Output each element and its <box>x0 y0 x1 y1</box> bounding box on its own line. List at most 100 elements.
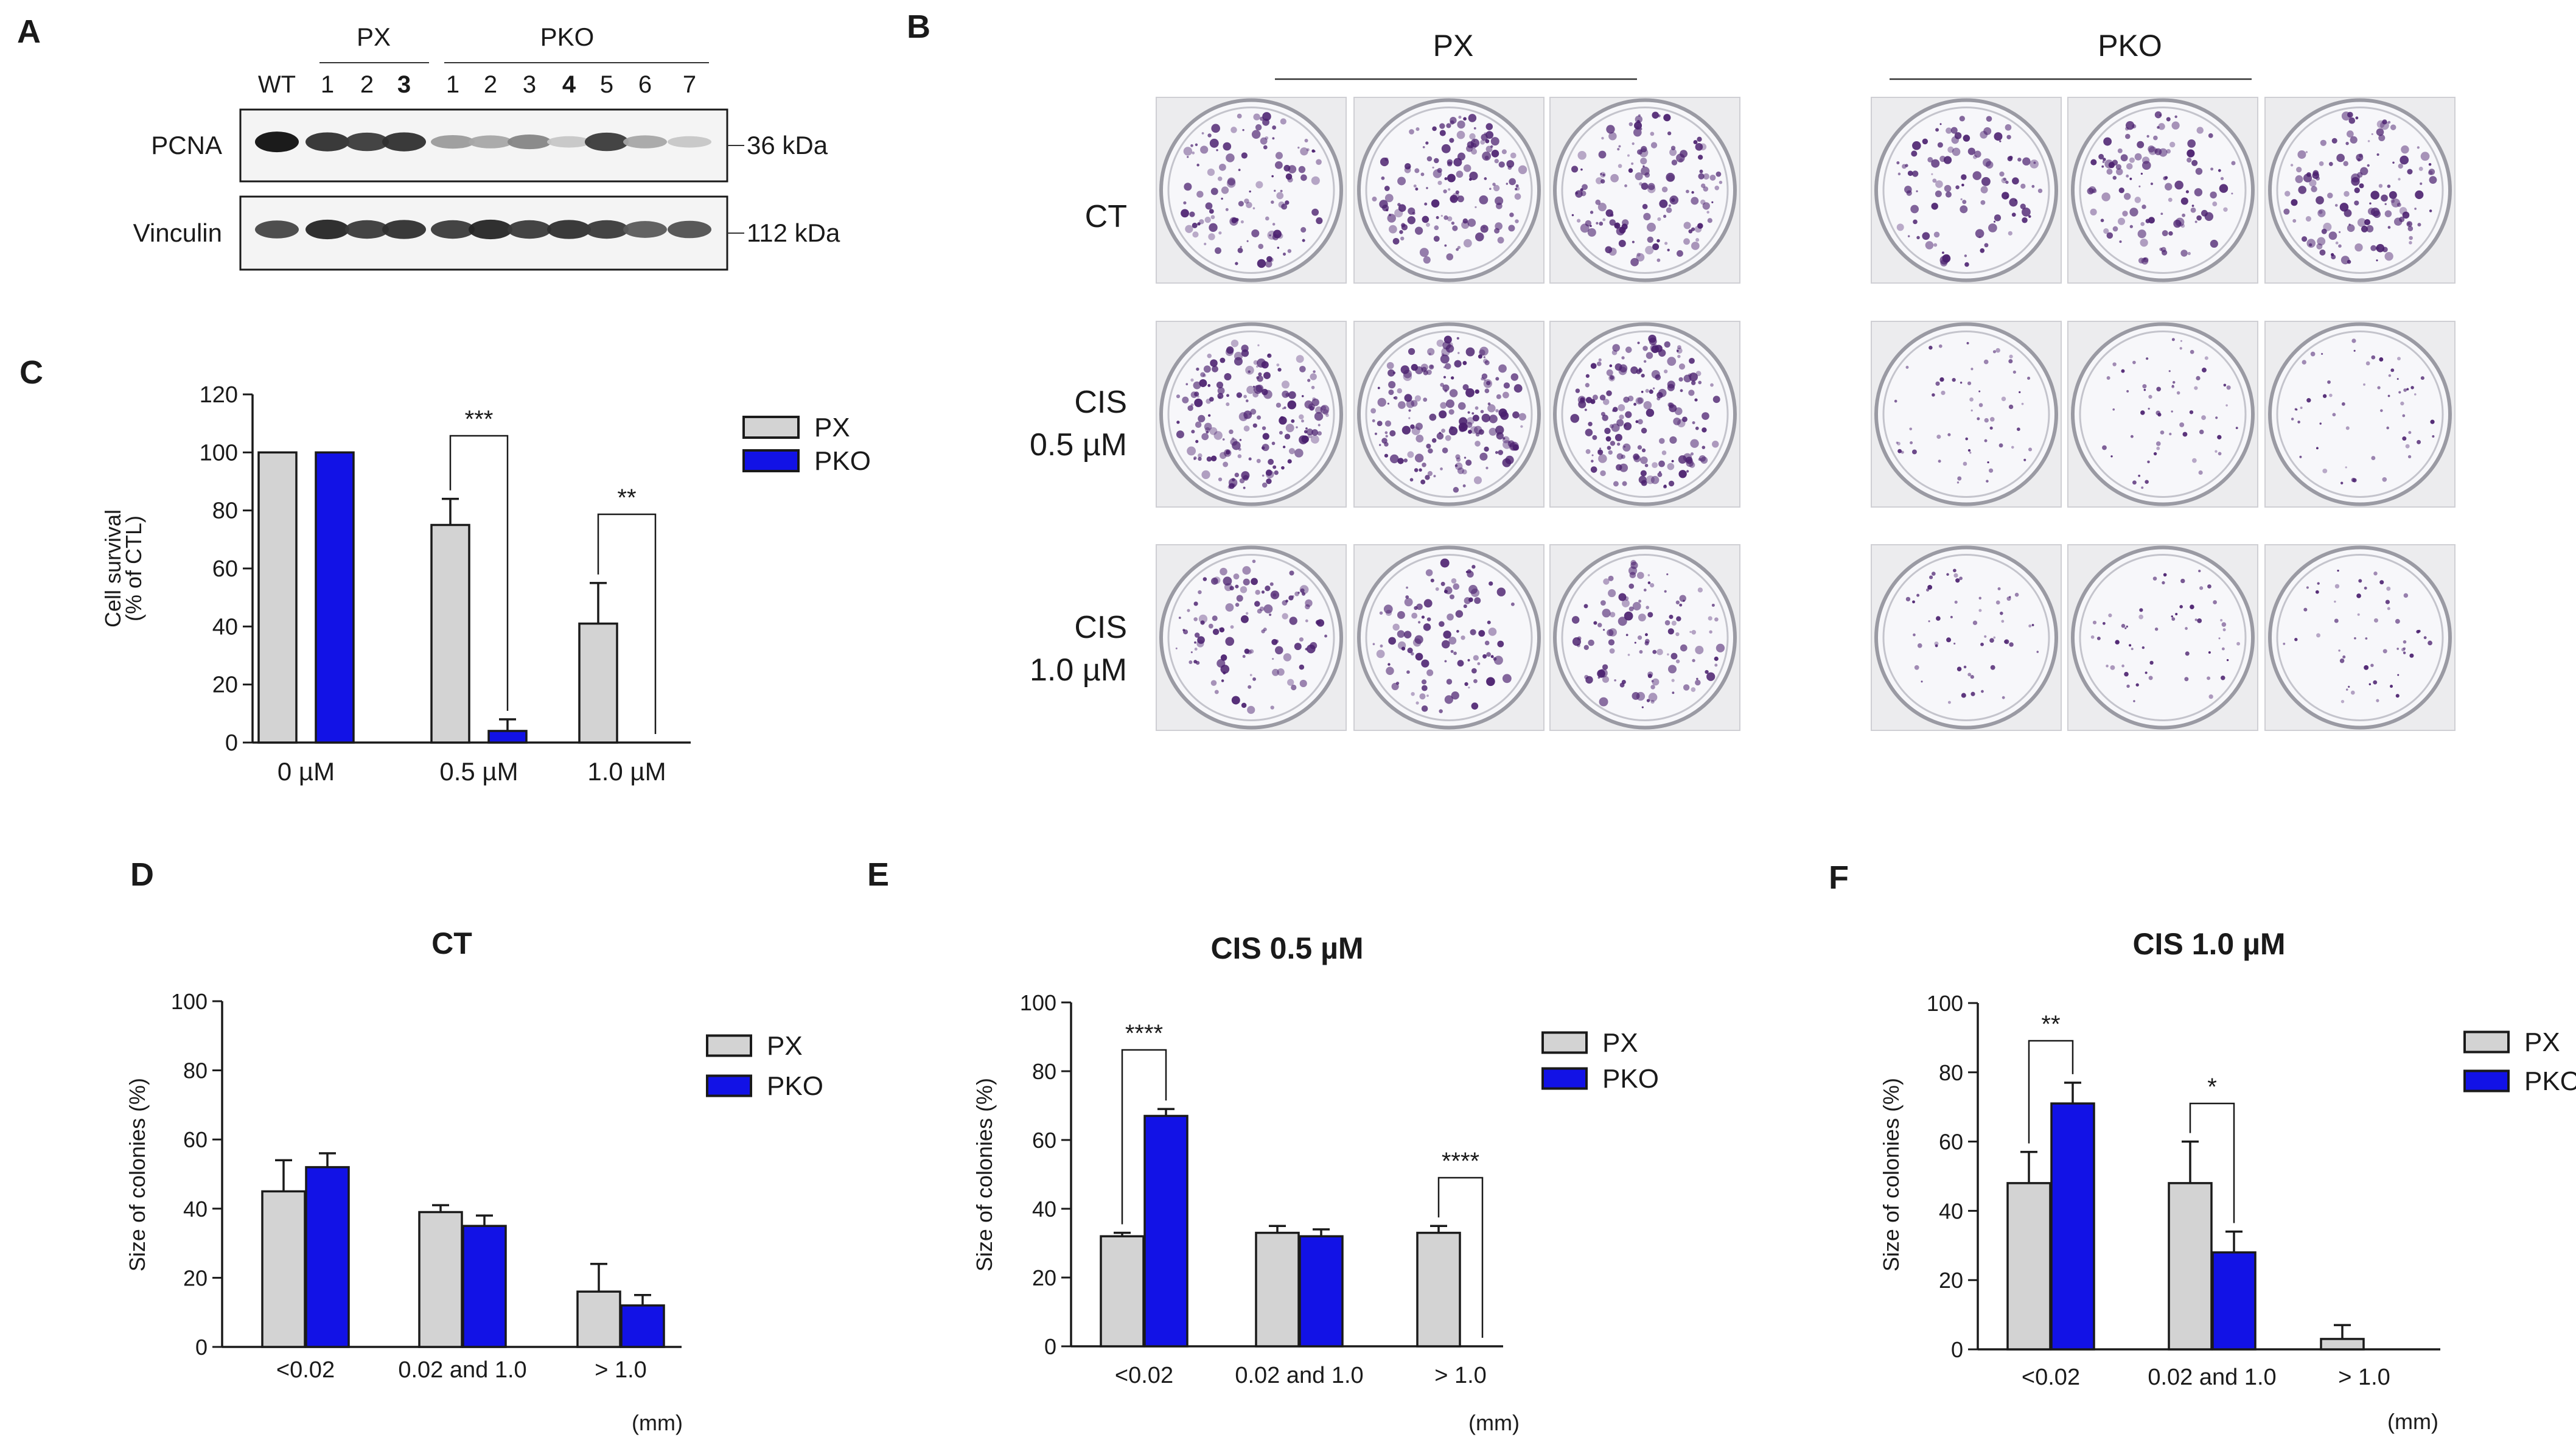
colony <box>1483 356 1485 358</box>
colony <box>1500 411 1509 420</box>
colony <box>1650 475 1660 484</box>
colony <box>2420 152 2430 161</box>
colony <box>1616 419 1624 427</box>
colony <box>1408 409 1411 412</box>
colony <box>2129 157 2135 163</box>
colony <box>1584 674 1589 680</box>
colony <box>2187 251 2191 256</box>
colony <box>1473 476 1482 484</box>
colony <box>1642 346 1648 351</box>
significance-label: ** <box>2041 1011 2060 1038</box>
colony <box>1597 203 1607 212</box>
colony <box>1231 696 1240 705</box>
blot-band <box>623 135 667 149</box>
colony <box>2364 586 2367 590</box>
colony <box>1223 576 1232 586</box>
colony <box>1464 597 1471 604</box>
colony <box>2208 133 2213 138</box>
petri-dish-rim <box>2079 107 2247 274</box>
colony <box>1194 641 1196 644</box>
colony <box>1463 239 1472 248</box>
colony <box>1463 164 1471 172</box>
colony <box>1192 231 1199 238</box>
y-tick-label: 60 <box>183 1127 208 1152</box>
y-tick-label: 80 <box>1939 1060 1963 1085</box>
colony <box>1197 222 1201 226</box>
colony <box>1610 173 1619 183</box>
y-tick-label: 0 <box>225 730 238 756</box>
colony <box>2129 208 2138 217</box>
colony <box>1462 484 1466 488</box>
colony <box>1492 183 1496 186</box>
colony <box>1999 171 2005 177</box>
colony <box>1310 373 1317 380</box>
colony <box>2355 116 2359 120</box>
colony <box>1635 420 1639 424</box>
lane-label: 2 <box>360 71 374 98</box>
colony <box>1698 380 1702 385</box>
colony <box>2345 688 2348 691</box>
colony <box>1299 679 1307 688</box>
colony <box>2014 199 2017 201</box>
colony <box>2321 228 2327 234</box>
colony <box>1590 399 1596 404</box>
colony <box>1200 372 1206 377</box>
colony <box>2194 386 2198 390</box>
colony <box>1301 395 1304 397</box>
colony <box>1218 231 1222 235</box>
colony <box>1473 127 1476 130</box>
colony <box>2397 674 2400 676</box>
colony <box>2389 191 2397 199</box>
colony <box>2215 416 2218 419</box>
colony <box>1901 450 1904 454</box>
colony <box>1637 419 1643 425</box>
colony <box>1946 127 1952 134</box>
colony <box>2382 649 2387 654</box>
legend-label: PKO <box>2524 1066 2576 1096</box>
colony <box>1191 430 1195 434</box>
colony <box>1698 458 1702 461</box>
colony <box>1650 685 1655 690</box>
colony <box>1695 426 1699 430</box>
colony <box>1571 166 1579 173</box>
colony <box>1515 184 1519 187</box>
colony <box>1635 397 1643 405</box>
colony <box>2143 388 2146 391</box>
colony <box>1200 620 1205 625</box>
colony <box>1305 619 1308 623</box>
colony <box>1498 364 1507 373</box>
colony <box>1935 180 1943 188</box>
colony <box>1421 705 1428 712</box>
group-label-pko: PKO <box>540 23 595 51</box>
significance-label: ** <box>617 484 636 511</box>
colony <box>2352 478 2357 483</box>
colony <box>1238 412 1248 421</box>
colony <box>1582 184 1588 191</box>
colony <box>2357 218 2367 227</box>
colony <box>2377 386 2381 390</box>
colony <box>1210 187 1218 195</box>
y-tick-label: 60 <box>212 556 238 582</box>
colony <box>1664 590 1667 593</box>
colony <box>1425 569 1433 576</box>
colony <box>1637 341 1640 344</box>
petri-dish-rim <box>2276 554 2444 721</box>
colony <box>1201 132 1204 135</box>
colony <box>1664 620 1670 626</box>
bar <box>1416 1231 1461 1348</box>
colony <box>1984 635 1987 638</box>
colony <box>1495 409 1499 413</box>
colony <box>1449 138 1454 143</box>
y-tick-label: 20 <box>1032 1265 1056 1290</box>
colony <box>1709 630 1712 634</box>
significance-bracket <box>597 513 657 734</box>
colony <box>1196 191 1204 198</box>
colony <box>1686 470 1689 473</box>
colony <box>1970 409 1973 412</box>
colony <box>1231 478 1235 481</box>
colony <box>1246 201 1252 209</box>
colony <box>1583 604 1588 609</box>
colony <box>1471 412 1475 415</box>
colony <box>2316 243 2323 250</box>
colony <box>2378 134 2386 142</box>
